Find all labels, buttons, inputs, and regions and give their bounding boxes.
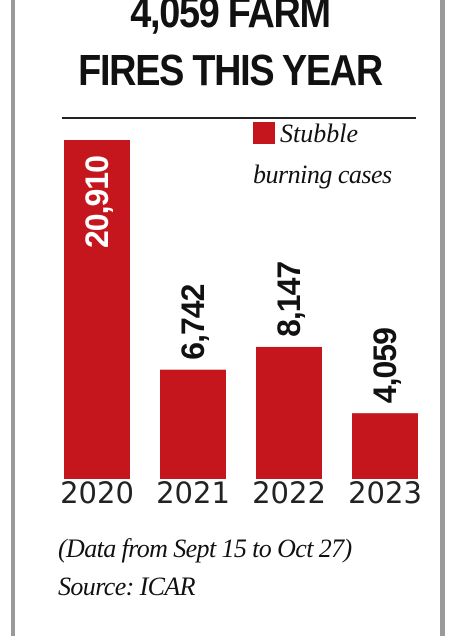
value-label-2020: 20,910 (79, 156, 115, 248)
bars-group: 20,910 2020 6,742 2021 8,147 2022 4,059 2023 (60, 140, 422, 510)
value-label-2022: 8,147 (271, 262, 307, 337)
data-range-note: (Data from Sept 15 to Oct 27) (58, 534, 352, 563)
legend-swatch (253, 122, 275, 144)
chart-title-line-2: FIRES THIS YEAR (78, 46, 383, 95)
category-label-2023: 2023 (348, 476, 422, 510)
chart-title-line-1: 4,059 FARM (130, 0, 331, 37)
legend-label-line-1: Stubble (280, 119, 358, 148)
category-label-2020: 2020 (60, 476, 134, 510)
right-border-rule (440, 0, 445, 636)
category-label-2021: 2021 (156, 476, 230, 510)
value-label-2021: 6,742 (175, 284, 211, 359)
value-label-2023: 4,059 (367, 328, 403, 403)
legend-label-line-2: burning cases (253, 160, 392, 189)
bar-2022 (256, 346, 322, 479)
source-note: Source: ICAR (58, 572, 196, 601)
bar-2023 (352, 413, 418, 479)
left-border-rule (11, 0, 15, 636)
category-label-2022: 2022 (252, 476, 326, 510)
bar-2020 (64, 140, 130, 479)
bar-2021 (160, 369, 226, 479)
bar-chart: Stubble burning cases 20,910 2020 6,742 202… (60, 117, 422, 510)
